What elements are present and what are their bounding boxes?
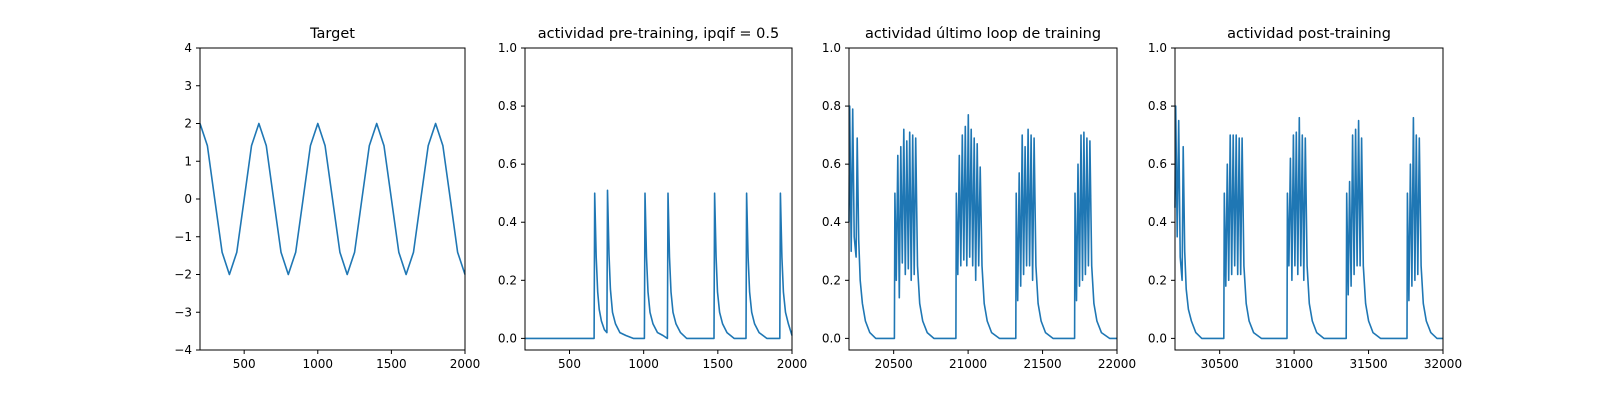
x-tick-label: 1500: [703, 357, 734, 371]
x-tick-label: 21000: [949, 357, 987, 371]
y-tick-label: 0.6: [1148, 157, 1167, 171]
x-tick-label: 31000: [1275, 357, 1313, 371]
x-tick-label: 21500: [1023, 357, 1061, 371]
series-line-1: [525, 189, 793, 340]
y-tick-label: 0.8: [822, 99, 841, 113]
y-tick-label: −2: [174, 268, 192, 282]
y-tick-label: 1: [184, 154, 192, 168]
y-tick-label: −3: [174, 305, 192, 319]
y-tick-label: 1.0: [498, 41, 517, 55]
x-tick-label: 31500: [1349, 357, 1387, 371]
y-tick-label: 0.8: [1148, 99, 1167, 113]
x-tick-label: 2000: [450, 357, 481, 371]
x-tick-label: 30500: [1201, 357, 1239, 371]
y-tick-label: 4: [184, 41, 192, 55]
y-tick-label: −1: [174, 230, 192, 244]
series-line-1: [199, 122, 466, 276]
x-tick-label: 1000: [303, 357, 334, 371]
chart-title: Target: [309, 26, 355, 42]
series-line-1: [848, 105, 1117, 340]
x-tick-label: 500: [233, 357, 256, 371]
x-tick-label: 1500: [376, 357, 407, 371]
y-tick-label: 3: [184, 79, 192, 93]
y-tick-label: 0.6: [498, 157, 517, 171]
y-tick-label: 0.4: [498, 215, 517, 229]
y-tick-label: 0.0: [822, 331, 841, 345]
x-tick-label: 22000: [1098, 357, 1136, 371]
y-tick-label: 0.2: [498, 273, 517, 287]
y-tick-label: 2: [184, 117, 192, 131]
y-tick-label: 0.0: [1148, 331, 1167, 345]
axes-frame: [524, 47, 793, 351]
y-tick-label: 0.2: [822, 273, 841, 287]
chart-title: actividad post-training: [1227, 26, 1391, 42]
chart-panel-2: 500 1000 1500 2000 0.0 0.2 0.4 0.6 0.8 1.0 activid…: [498, 26, 807, 371]
y-tick-label: 0.0: [498, 331, 517, 345]
x-tick-label: 20500: [875, 357, 913, 371]
chart-panel-1: 500 1000 1500 2000 −4 −3 −2 −1 0 1 2 3 4 Target: [174, 26, 480, 371]
chart-panel-3: 20500 21000 21500 22000 0.0 0.2 0.4 0.6 0.8 1.0 ac…: [822, 26, 1136, 371]
y-tick-label: 0.8: [498, 99, 517, 113]
x-tick-label: 500: [558, 357, 581, 371]
axes-frame: [848, 47, 1118, 351]
y-tick-label: 0.2: [1148, 273, 1167, 287]
y-tick-label: 0.6: [822, 157, 841, 171]
x-tick-label: 32000: [1424, 357, 1462, 371]
y-tick-label: 1.0: [822, 41, 841, 55]
y-tick-label: 0.4: [822, 215, 841, 229]
x-tick-label: 2000: [777, 357, 808, 371]
chart-title: actividad pre-training, ipqif = 0.5: [538, 26, 779, 42]
y-tick-label: 1.0: [1148, 41, 1167, 55]
chart-panel-4: 30500 31000 31500 32000 0.0 0.2 0.4 0.6 0.8 1.0 ac…: [1148, 26, 1462, 371]
x-tick-label: 1000: [628, 357, 659, 371]
y-tick-label: 0: [184, 192, 192, 206]
chart-title: actividad último loop de training: [865, 26, 1101, 42]
axes-frame: [1174, 47, 1444, 351]
y-tick-label: 0.4: [1148, 215, 1167, 229]
y-tick-label: −4: [174, 343, 192, 357]
series-line-1: [1174, 105, 1443, 340]
